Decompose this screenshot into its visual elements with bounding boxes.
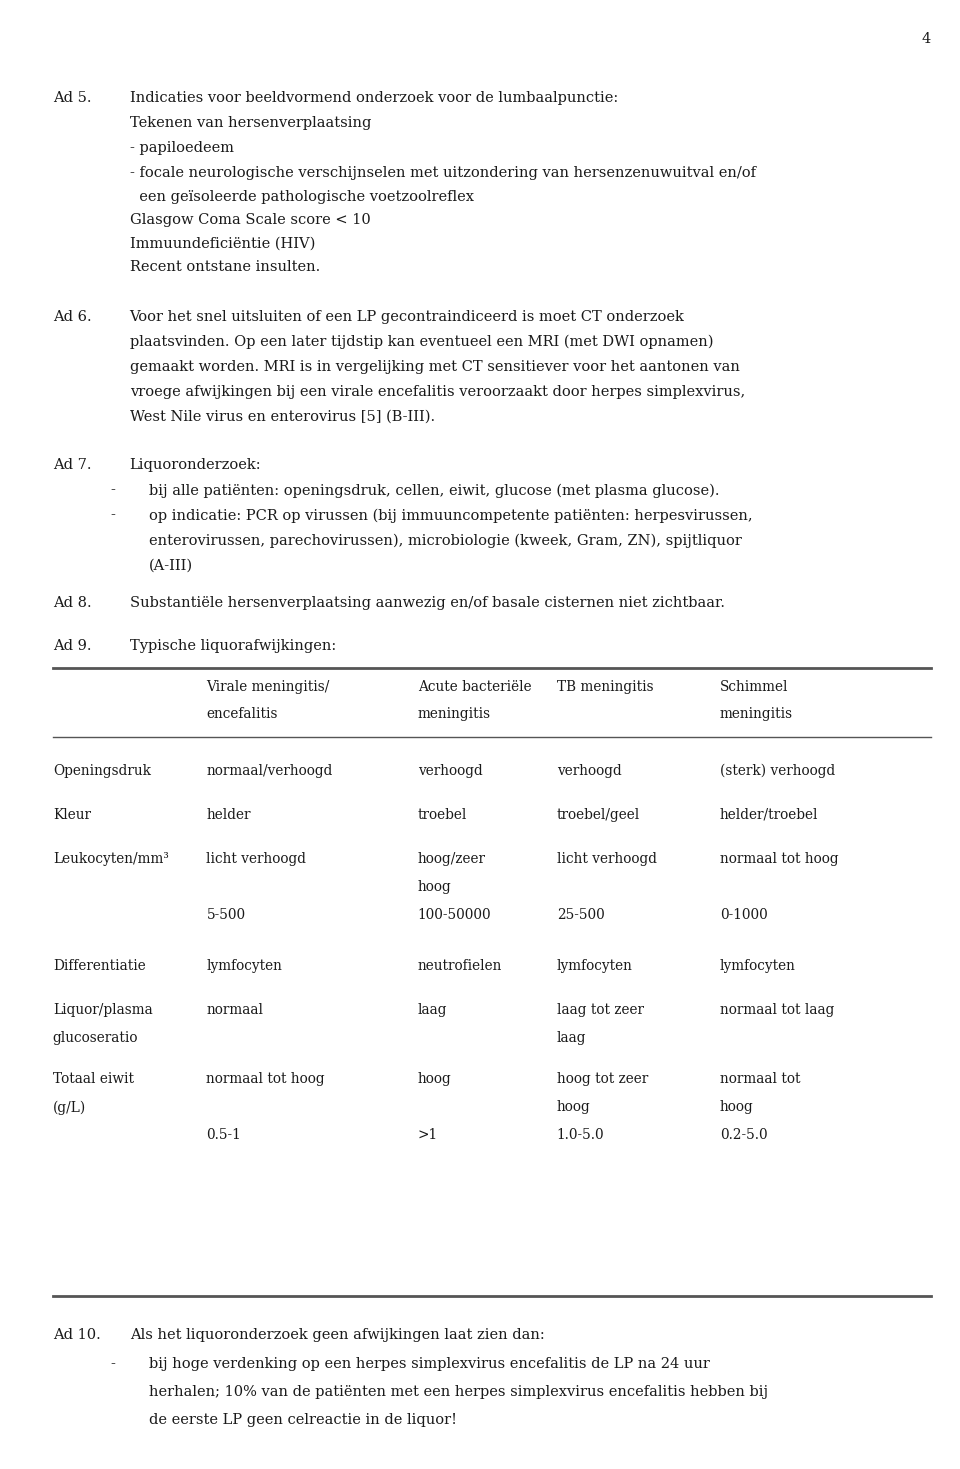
Text: verhoogd: verhoogd	[418, 764, 482, 779]
Text: bij alle patiënten: openingsdruk, cellen, eiwit, glucose (met plasma glucose).: bij alle patiënten: openingsdruk, cellen…	[149, 483, 719, 498]
Text: Acute bacteriële: Acute bacteriële	[418, 680, 531, 695]
Text: de eerste LP geen celreactie in de liquor!: de eerste LP geen celreactie in de liquo…	[149, 1413, 457, 1428]
Text: - focale neurologische verschijnselen met uitzondering van hersenzenuwuitval en/: - focale neurologische verschijnselen me…	[130, 166, 756, 181]
Text: hoog/zeer: hoog/zeer	[418, 852, 486, 867]
Text: helder: helder	[206, 808, 251, 823]
Text: Ad 8.: Ad 8.	[53, 596, 91, 611]
Text: Virale meningitis/: Virale meningitis/	[206, 680, 330, 695]
Text: 1.0-5.0: 1.0-5.0	[557, 1128, 605, 1143]
Text: Openingsdruk: Openingsdruk	[53, 764, 151, 779]
Text: verhoogd: verhoogd	[557, 764, 621, 779]
Text: -: -	[110, 1357, 115, 1372]
Text: 4: 4	[922, 32, 931, 47]
Text: normaal: normaal	[206, 1003, 263, 1018]
Text: Ad 9.: Ad 9.	[53, 639, 91, 654]
Text: licht verhoogd: licht verhoogd	[557, 852, 657, 867]
Text: neutrofielen: neutrofielen	[418, 959, 502, 974]
Text: Leukocyten/mm³: Leukocyten/mm³	[53, 852, 169, 867]
Text: normaal tot laag: normaal tot laag	[720, 1003, 834, 1018]
Text: (sterk) verhoogd: (sterk) verhoogd	[720, 764, 835, 779]
Text: Typische liquorafwijkingen:: Typische liquorafwijkingen:	[130, 639, 336, 654]
Text: hoog: hoog	[557, 1100, 590, 1115]
Text: 5-500: 5-500	[206, 908, 246, 923]
Text: Ad 7.: Ad 7.	[53, 458, 91, 473]
Text: 0-1000: 0-1000	[720, 908, 768, 923]
Text: Schimmel: Schimmel	[720, 680, 788, 695]
Text: Ad 10.: Ad 10.	[53, 1328, 101, 1343]
Text: Tekenen van hersenverplaatsing: Tekenen van hersenverplaatsing	[130, 116, 371, 131]
Text: herhalen; 10% van de patiënten met een herpes simplexvirus encefalitis hebben bi: herhalen; 10% van de patiënten met een h…	[149, 1385, 768, 1400]
Text: Substantiële hersenverplaatsing aanwezig en/of basale cisternen niet zichtbaar.: Substantiële hersenverplaatsing aanwezig…	[130, 596, 725, 611]
Text: Liquoronderzoek:: Liquoronderzoek:	[130, 458, 261, 473]
Text: lymfocyten: lymfocyten	[720, 959, 796, 974]
Text: - papiloedeem: - papiloedeem	[130, 141, 233, 156]
Text: 100-50000: 100-50000	[418, 908, 492, 923]
Text: laag: laag	[557, 1031, 587, 1046]
Text: gemaakt worden. MRI is in vergelijking met CT sensitiever voor het aantonen van: gemaakt worden. MRI is in vergelijking m…	[130, 360, 739, 375]
Text: Totaal eiwit: Totaal eiwit	[53, 1072, 133, 1087]
Text: lymfocyten: lymfocyten	[557, 959, 633, 974]
Text: Glasgow Coma Scale score < 10: Glasgow Coma Scale score < 10	[130, 213, 371, 228]
Text: Ad 5.: Ad 5.	[53, 91, 91, 106]
Text: >1: >1	[418, 1128, 438, 1143]
Text: glucoseratio: glucoseratio	[53, 1031, 138, 1046]
Text: helder/troebel: helder/troebel	[720, 808, 819, 823]
Text: Liquor/plasma: Liquor/plasma	[53, 1003, 153, 1018]
Text: Ad 6.: Ad 6.	[53, 310, 91, 325]
Text: normaal tot hoog: normaal tot hoog	[720, 852, 839, 867]
Text: op indicatie: PCR op virussen (bij immuuncompetente patiënten: herpesvirussen,: op indicatie: PCR op virussen (bij immuu…	[149, 508, 753, 523]
Text: een geïsoleerde pathologische voetzoolreflex: een geïsoleerde pathologische voetzoolre…	[130, 190, 473, 204]
Text: -: -	[110, 483, 115, 498]
Text: normaal/verhoogd: normaal/verhoogd	[206, 764, 333, 779]
Text: plaatsvinden. Op een later tijdstip kan eventueel een MRI (met DWI opnamen): plaatsvinden. Op een later tijdstip kan …	[130, 335, 713, 350]
Text: normaal tot hoog: normaal tot hoog	[206, 1072, 325, 1087]
Text: encefalitis: encefalitis	[206, 707, 277, 721]
Text: (A-III): (A-III)	[149, 558, 193, 573]
Text: Immuundeficiëntie (HIV): Immuundeficiëntie (HIV)	[130, 237, 315, 251]
Text: Recent ontstane insulten.: Recent ontstane insulten.	[130, 260, 320, 275]
Text: meningitis: meningitis	[720, 707, 793, 721]
Text: troebel/geel: troebel/geel	[557, 808, 640, 823]
Text: laag: laag	[418, 1003, 447, 1018]
Text: 0.5-1: 0.5-1	[206, 1128, 241, 1143]
Text: (g/L): (g/L)	[53, 1100, 86, 1115]
Text: troebel: troebel	[418, 808, 467, 823]
Text: TB meningitis: TB meningitis	[557, 680, 654, 695]
Text: laag tot zeer: laag tot zeer	[557, 1003, 644, 1018]
Text: bij hoge verdenking op een herpes simplexvirus encefalitis de LP na 24 uur: bij hoge verdenking op een herpes simple…	[149, 1357, 709, 1372]
Text: licht verhoogd: licht verhoogd	[206, 852, 306, 867]
Text: hoog: hoog	[720, 1100, 754, 1115]
Text: vroege afwijkingen bij een virale encefalitis veroorzaakt door herpes simplexvir: vroege afwijkingen bij een virale encefa…	[130, 385, 745, 400]
Text: -: -	[110, 508, 115, 523]
Text: Kleur: Kleur	[53, 808, 91, 823]
Text: West Nile virus en enterovirus [5] (B-III).: West Nile virus en enterovirus [5] (B-II…	[130, 410, 435, 425]
Text: meningitis: meningitis	[418, 707, 491, 721]
Text: hoog: hoog	[418, 880, 451, 895]
Text: Indicaties voor beeldvormend onderzoek voor de lumbaalpunctie:: Indicaties voor beeldvormend onderzoek v…	[130, 91, 618, 106]
Text: hoog tot zeer: hoog tot zeer	[557, 1072, 648, 1087]
Text: 25-500: 25-500	[557, 908, 605, 923]
Text: lymfocyten: lymfocyten	[206, 959, 282, 974]
Text: 0.2-5.0: 0.2-5.0	[720, 1128, 768, 1143]
Text: hoog: hoog	[418, 1072, 451, 1087]
Text: enterovirussen, parechovirussen), microbiologie (kweek, Gram, ZN), spijtliquor: enterovirussen, parechovirussen), microb…	[149, 533, 742, 548]
Text: Als het liquoronderzoek geen afwijkingen laat zien dan:: Als het liquoronderzoek geen afwijkingen…	[130, 1328, 544, 1343]
Text: normaal tot: normaal tot	[720, 1072, 801, 1087]
Text: Differentiatie: Differentiatie	[53, 959, 146, 974]
Text: Voor het snel uitsluiten of een LP gecontraindiceerd is moet CT onderzoek: Voor het snel uitsluiten of een LP gecon…	[130, 310, 684, 325]
